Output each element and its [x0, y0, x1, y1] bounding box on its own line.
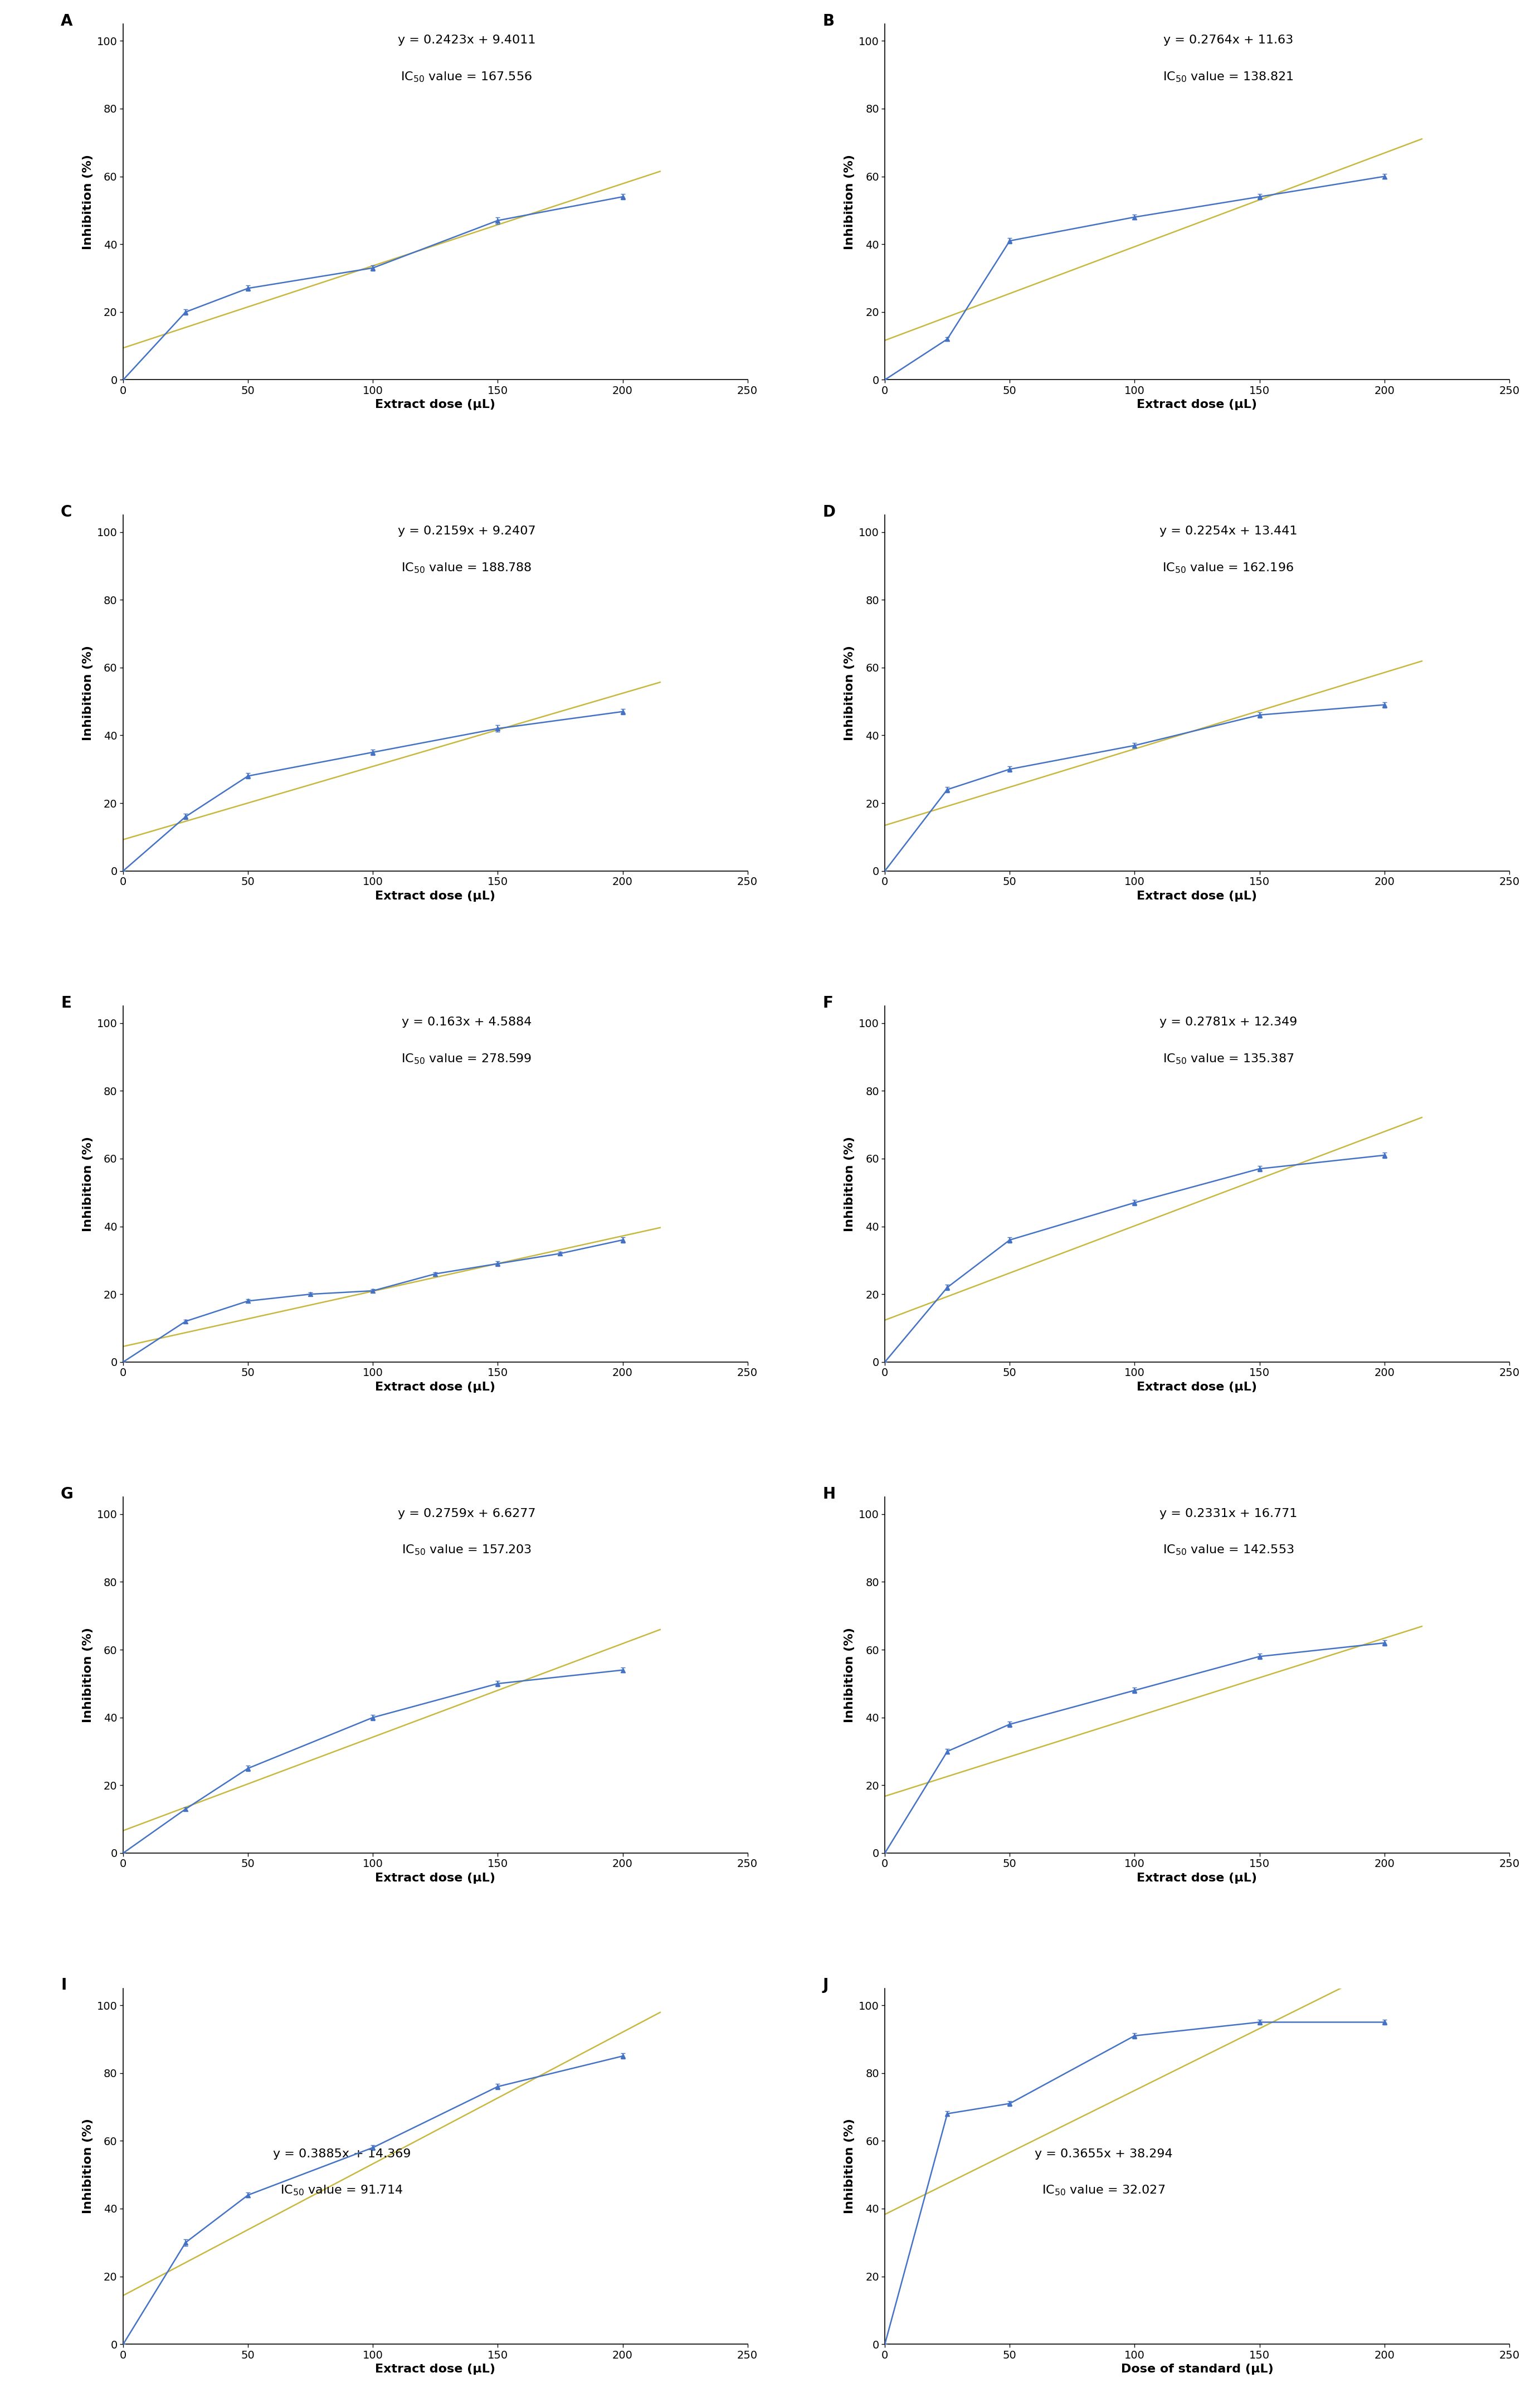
Text: y = 0.2764x + 11.63: y = 0.2764x + 11.63 [1163, 33, 1294, 45]
X-axis label: Extract dose (μL): Extract dose (μL) [1137, 1873, 1257, 1885]
X-axis label: Extract dose (μL): Extract dose (μL) [376, 1383, 496, 1392]
Text: IC$_{50}$ value = 32.027: IC$_{50}$ value = 32.027 [1041, 2184, 1166, 2198]
Y-axis label: Inhibition (%): Inhibition (%) [83, 646, 94, 742]
X-axis label: Extract dose (μL): Extract dose (μL) [1137, 1383, 1257, 1392]
Text: y = 0.3885x + 14.369: y = 0.3885x + 14.369 [273, 2148, 411, 2160]
Y-axis label: Inhibition (%): Inhibition (%) [83, 153, 94, 249]
X-axis label: Extract dose (μL): Extract dose (μL) [376, 2363, 496, 2375]
Text: C: C [60, 505, 72, 519]
Y-axis label: Inhibition (%): Inhibition (%) [83, 1627, 94, 1722]
X-axis label: Dose of standard (μL): Dose of standard (μL) [1121, 2363, 1274, 2375]
Text: y = 0.2423x + 9.4011: y = 0.2423x + 9.4011 [397, 33, 536, 45]
Y-axis label: Inhibition (%): Inhibition (%) [83, 1136, 94, 1232]
Text: D: D [822, 505, 835, 519]
Text: H: H [822, 1485, 835, 1502]
X-axis label: Extract dose (μL): Extract dose (μL) [1137, 399, 1257, 411]
Text: G: G [60, 1485, 74, 1502]
Y-axis label: Inhibition (%): Inhibition (%) [844, 646, 855, 742]
Text: IC$_{50}$ value = 278.599: IC$_{50}$ value = 278.599 [402, 1052, 531, 1064]
Text: IC$_{50}$ value = 91.714: IC$_{50}$ value = 91.714 [280, 2184, 403, 2198]
X-axis label: Extract dose (μL): Extract dose (μL) [376, 890, 496, 902]
X-axis label: Extract dose (μL): Extract dose (μL) [376, 399, 496, 411]
Text: IC$_{50}$ value = 162.196: IC$_{50}$ value = 162.196 [1163, 562, 1294, 574]
Text: F: F [822, 995, 833, 1012]
Text: E: E [60, 995, 71, 1012]
Text: A: A [60, 14, 72, 29]
Y-axis label: Inhibition (%): Inhibition (%) [844, 1136, 855, 1232]
Text: y = 0.2331x + 16.771: y = 0.2331x + 16.771 [1160, 1507, 1297, 1519]
Text: y = 0.2759x + 6.6277: y = 0.2759x + 6.6277 [397, 1507, 536, 1519]
Text: IC$_{50}$ value = 138.821: IC$_{50}$ value = 138.821 [1163, 69, 1294, 84]
Text: IC$_{50}$ value = 142.553: IC$_{50}$ value = 142.553 [1163, 1543, 1294, 1557]
X-axis label: Extract dose (μL): Extract dose (μL) [1137, 890, 1257, 902]
Text: y = 0.2254x + 13.441: y = 0.2254x + 13.441 [1160, 526, 1297, 536]
Y-axis label: Inhibition (%): Inhibition (%) [844, 153, 855, 249]
Text: y = 0.2781x + 12.349: y = 0.2781x + 12.349 [1160, 1017, 1297, 1029]
Text: I: I [60, 1978, 66, 1993]
Y-axis label: Inhibition (%): Inhibition (%) [844, 1627, 855, 1722]
Text: J: J [822, 1978, 829, 1993]
Text: IC$_{50}$ value = 167.556: IC$_{50}$ value = 167.556 [400, 69, 533, 84]
Text: IC$_{50}$ value = 188.788: IC$_{50}$ value = 188.788 [402, 562, 531, 574]
X-axis label: Extract dose (μL): Extract dose (μL) [376, 1873, 496, 1885]
Y-axis label: Inhibition (%): Inhibition (%) [83, 2119, 94, 2215]
Text: B: B [822, 14, 835, 29]
Text: IC$_{50}$ value = 157.203: IC$_{50}$ value = 157.203 [402, 1543, 531, 1557]
Text: y = 0.3655x + 38.294: y = 0.3655x + 38.294 [1035, 2148, 1172, 2160]
Text: IC$_{50}$ value = 135.387: IC$_{50}$ value = 135.387 [1163, 1052, 1294, 1064]
Y-axis label: Inhibition (%): Inhibition (%) [844, 2119, 855, 2215]
Text: y = 0.163x + 4.5884: y = 0.163x + 4.5884 [402, 1017, 531, 1029]
Text: y = 0.2159x + 9.2407: y = 0.2159x + 9.2407 [397, 526, 536, 536]
